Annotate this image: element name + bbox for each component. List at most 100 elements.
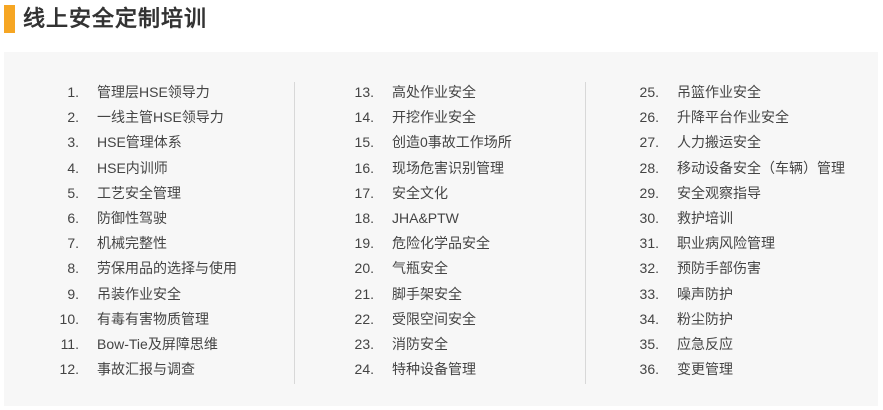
- course-item: 32. 预防手部伤害: [0, 256, 883, 281]
- course-item: 14. 开挖作业安全: [0, 105, 883, 130]
- course-label: 管理层HSE领导力: [97, 84, 210, 100]
- course-label: 吊篮作业安全: [677, 84, 761, 100]
- course-item: 29. 安全观察指导: [0, 181, 883, 206]
- course-label: 粉尘防护: [677, 310, 733, 327]
- course-label: JHA&PTW: [392, 209, 459, 226]
- course-label: 有毒有害物质管理: [97, 310, 209, 327]
- course-item: 31. 职业病风险管理: [0, 231, 883, 256]
- course-label: 机械完整性: [97, 235, 167, 252]
- course-item: 19. 危险化学品安全: [0, 231, 883, 256]
- course-label: 特种设备管理: [392, 361, 476, 378]
- course-label: 开挖作业安全: [392, 109, 476, 126]
- course-number: 7.: [67, 235, 79, 252]
- course-label: 预防手部伤害: [677, 260, 761, 277]
- course-item: 13. 高处作业安全: [0, 80, 883, 105]
- column-divider: [585, 82, 586, 384]
- course-number: 29.: [639, 184, 659, 201]
- course-number: 3.: [67, 134, 79, 151]
- course-item: 23. 消防安全: [0, 332, 883, 357]
- course-number: 31.: [639, 235, 659, 252]
- course-label: 职业病风险管理: [677, 235, 775, 252]
- course-label: 危险化学品安全: [392, 235, 490, 252]
- course-item: 5. 工艺安全管理: [0, 181, 883, 206]
- course-column: 1. 管理层HSE领导力 2. 一线主管HSE领导力 3. HSE管理体系 4. HSE内训师…: [0, 80, 883, 382]
- course-number: 5.: [67, 184, 79, 201]
- course-item: 7. 机械完整性: [0, 231, 883, 256]
- course-list-panel: [4, 52, 878, 406]
- course-item: 20. 气瓶安全: [0, 256, 883, 281]
- course-item: 30. 救护培训: [0, 206, 883, 231]
- course-label: 防御性驾驶: [97, 209, 167, 226]
- course-item: 15. 创造0事故工作场所: [0, 130, 883, 155]
- course-label: 救护培训: [677, 209, 733, 226]
- course-label: 安全观察指导: [677, 184, 761, 201]
- course-label: 移动设备安全（车辆）管理: [677, 159, 845, 176]
- course-label: 工艺安全管理: [97, 184, 181, 201]
- course-item: 1. 管理层HSE领导力: [0, 80, 883, 105]
- course-item: 9. 吊装作业安全: [0, 282, 883, 307]
- course-number: 27.: [639, 134, 659, 151]
- course-item: 24. 特种设备管理: [0, 357, 883, 382]
- course-number: 33.: [639, 285, 659, 302]
- course-item: 12. 事故汇报与调查: [0, 357, 883, 382]
- course-number: 1.: [67, 84, 79, 100]
- course-label: 高处作业安全: [392, 84, 476, 100]
- course-item: 26. 升降平台作业安全: [0, 105, 883, 130]
- course-label: 创造0事故工作场所: [392, 134, 512, 151]
- course-label: Bow-Tie及屏障思维: [97, 335, 218, 352]
- course-label: 吊装作业安全: [97, 285, 181, 302]
- course-item: 36. 变更管理: [0, 357, 883, 382]
- course-number: 16.: [354, 159, 374, 176]
- course-number: 9.: [67, 285, 79, 302]
- course-item: 11. Bow-Tie及屏障思维: [0, 332, 883, 357]
- course-item: 16. 现场危害识别管理: [0, 156, 883, 181]
- course-label: HSE内训师: [97, 159, 168, 176]
- course-label: HSE管理体系: [97, 134, 182, 151]
- course-item: 8. 劳保用品的选择与使用: [0, 256, 883, 281]
- course-item: 28. 移动设备安全（车辆）管理: [0, 156, 883, 181]
- course-number: 13.: [354, 84, 374, 100]
- course-number: 26.: [639, 109, 659, 126]
- course-label: 噪声防护: [677, 285, 733, 302]
- course-item: 34. 粉尘防护: [0, 307, 883, 332]
- course-number: 35.: [639, 335, 659, 352]
- course-number: 6.: [67, 209, 79, 226]
- course-number: 34.: [639, 310, 659, 327]
- course-item: 18. JHA&PTW: [0, 206, 883, 231]
- course-number: 15.: [354, 134, 374, 151]
- course-number: 25.: [639, 84, 659, 100]
- page-title: 线上安全定制培训: [23, 6, 208, 31]
- course-number: 10.: [59, 310, 79, 327]
- course-item: 2. 一线主管HSE领导力: [0, 105, 883, 130]
- course-item: 17. 安全文化: [0, 181, 883, 206]
- course-number: 24.: [354, 361, 374, 378]
- course-label: 事故汇报与调查: [97, 361, 195, 378]
- course-item: 10. 有毒有害物质管理: [0, 307, 883, 332]
- course-number: 19.: [354, 235, 374, 252]
- course-number: 30.: [639, 209, 659, 226]
- course-label: 升降平台作业安全: [677, 109, 789, 126]
- course-item: 21. 脚手架安全: [0, 282, 883, 307]
- course-item: 27. 人力搬运安全: [0, 130, 883, 155]
- course-column: 25. 吊篮作业安全 26. 升降平台作业安全 27. 人力搬运安全 28. 移动设备安全（车…: [0, 80, 883, 382]
- course-label: 气瓶安全: [392, 260, 448, 277]
- course-label: 一线主管HSE领导力: [97, 109, 224, 126]
- course-item: 25. 吊篮作业安全: [0, 80, 883, 105]
- course-item: 22. 受限空间安全: [0, 307, 883, 332]
- course-item: 33. 噪声防护: [0, 282, 883, 307]
- course-label: 脚手架安全: [392, 285, 462, 302]
- course-label: 人力搬运安全: [677, 134, 761, 151]
- course-label: 劳保用品的选择与使用: [97, 260, 237, 277]
- course-number: 32.: [639, 260, 659, 277]
- course-label: 变更管理: [677, 361, 733, 378]
- course-number: 18.: [354, 209, 374, 226]
- course-number: 4.: [67, 159, 79, 176]
- title-accent-bar: [4, 5, 15, 33]
- course-number: 14.: [354, 109, 374, 126]
- course-item: 6. 防御性驾驶: [0, 206, 883, 231]
- course-label: 安全文化: [392, 184, 448, 201]
- course-item: 3. HSE管理体系: [0, 130, 883, 155]
- course-column: 13. 高处作业安全 14. 开挖作业安全 15. 创造0事故工作场所 16. 现场危害识别管…: [0, 80, 883, 382]
- course-number: 36.: [639, 361, 659, 378]
- course-label: 受限空间安全: [392, 310, 476, 327]
